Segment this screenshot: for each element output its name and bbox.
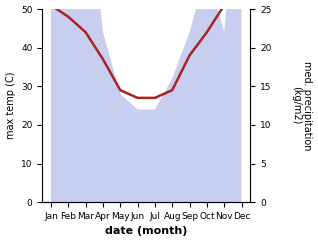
Y-axis label: med. precipitation
(kg/m2): med. precipitation (kg/m2) bbox=[291, 61, 313, 150]
X-axis label: date (month): date (month) bbox=[105, 227, 187, 236]
Y-axis label: max temp (C): max temp (C) bbox=[5, 72, 16, 139]
